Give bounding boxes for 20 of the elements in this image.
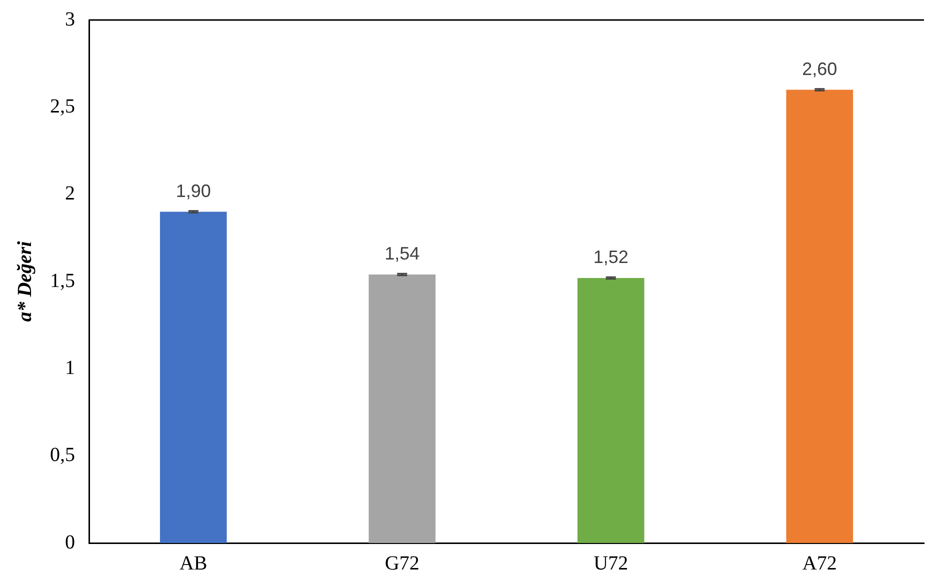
bar <box>368 274 436 543</box>
bar <box>160 212 227 543</box>
y-tick-label: 1,5 <box>50 270 75 292</box>
data-label: 1,90 <box>176 180 211 201</box>
x-tick-label: AB <box>179 552 208 574</box>
y-tick-label: 1 <box>65 356 75 379</box>
bar <box>577 278 644 543</box>
y-tick-label: 0,5 <box>50 444 75 466</box>
y-tick-label: 0 <box>65 531 75 554</box>
bar <box>786 90 854 543</box>
y-axis-title: a* Değeri <box>14 240 36 322</box>
x-tick-label: G72 <box>384 552 420 574</box>
data-label: 2,60 <box>802 58 838 79</box>
x-tick-label: A72 <box>802 552 837 574</box>
x-tick-label: U72 <box>594 552 628 574</box>
data-label: 1,54 <box>384 244 420 264</box>
y-tick-label: 2 <box>65 182 75 205</box>
y-tick-label: 3 <box>65 8 75 30</box>
data-label: 1,52 <box>593 247 628 268</box>
y-tick-label: 2,5 <box>50 95 75 118</box>
